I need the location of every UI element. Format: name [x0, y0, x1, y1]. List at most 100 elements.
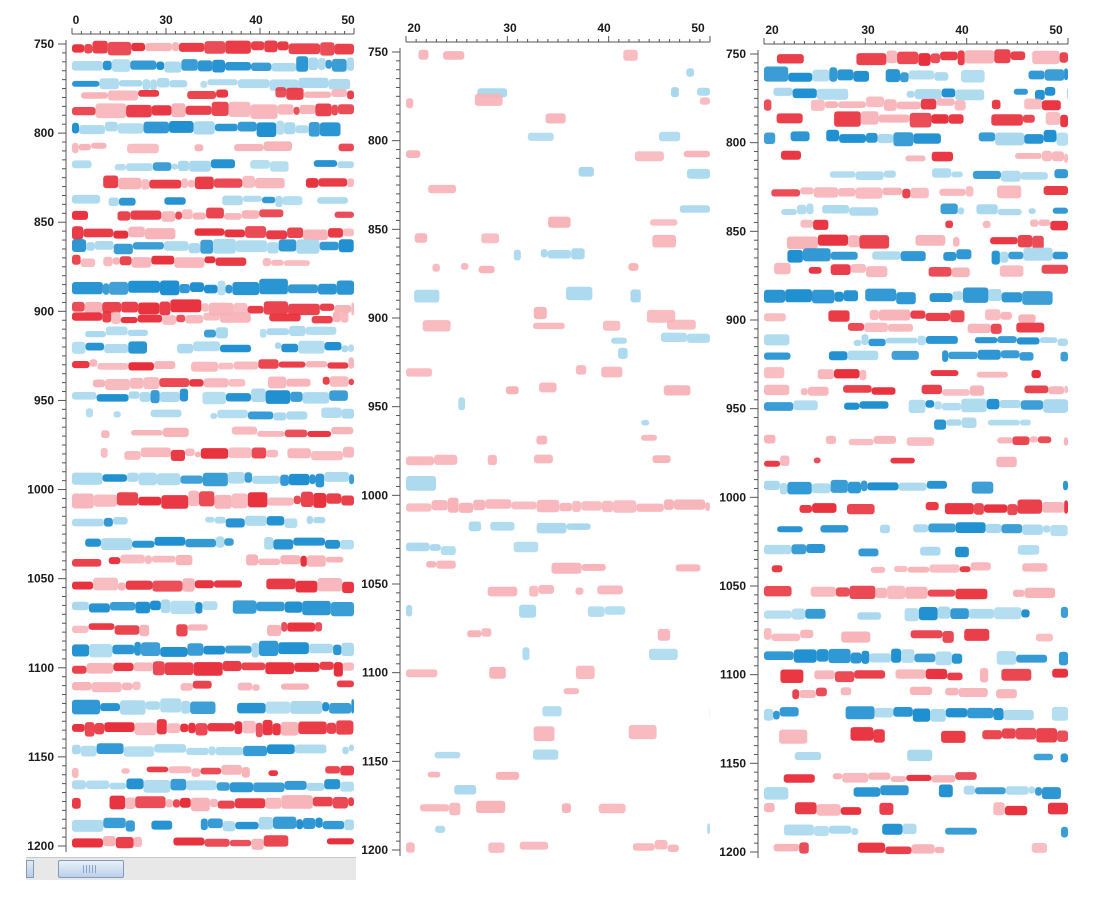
reflector-segment	[102, 283, 110, 295]
reflector-segment	[266, 516, 285, 526]
reflector-segment	[225, 518, 245, 528]
y-tick-label: 1200	[27, 839, 54, 853]
reflector-segment	[250, 160, 270, 169]
reflector-segment	[215, 747, 244, 756]
reflector-segment	[481, 233, 500, 244]
reflector-segment	[189, 379, 204, 387]
reflector-segment	[764, 334, 790, 346]
reflector-segment	[850, 264, 866, 273]
reflector-segment	[632, 843, 655, 851]
reflector-segment	[1024, 587, 1056, 598]
reflector-segment	[170, 600, 196, 614]
reflector-segment	[277, 104, 294, 115]
reflector-segment	[243, 745, 267, 757]
reflector-segment	[174, 257, 205, 268]
reflector-segment	[887, 323, 913, 332]
reflector-segment	[200, 80, 208, 88]
reflector-segment	[1064, 500, 1068, 514]
reflector-segment	[72, 282, 103, 295]
reflector-segment	[866, 96, 884, 108]
reflector-segment	[513, 541, 539, 553]
reflector-segment	[925, 400, 935, 408]
reflector-segment	[199, 491, 215, 507]
reflector-segment	[420, 804, 450, 812]
reflector-segment	[533, 322, 565, 330]
reflector-segment	[341, 642, 354, 656]
reflector-segment	[118, 177, 142, 190]
reflector-segment	[150, 79, 157, 91]
reflector-segment	[948, 114, 964, 124]
reflector-segment	[171, 103, 186, 118]
reflector-segment	[432, 263, 440, 272]
reflector-segment	[519, 604, 537, 618]
reflector-segment	[884, 99, 897, 111]
reflector-segment	[306, 782, 325, 791]
reflector-segment	[102, 474, 127, 482]
reflector-segment	[1000, 311, 1012, 320]
reflector-segment	[135, 796, 166, 809]
reflector-segment	[848, 438, 874, 446]
reflector-segment	[1001, 292, 1023, 303]
reflector-segment	[179, 284, 190, 294]
scrollbar-thumb[interactable]	[58, 860, 124, 878]
reflector-segment	[322, 702, 330, 712]
reflector-segment	[1020, 172, 1048, 180]
reflector-segment	[930, 53, 941, 64]
scroll-left-button[interactable]	[26, 860, 34, 878]
reflector-segment	[810, 99, 825, 111]
reflector-segment	[353, 722, 354, 732]
reflector-segment	[909, 112, 932, 128]
reflector-segment	[845, 706, 875, 720]
reflector-segment	[204, 284, 218, 294]
reflector-segment	[92, 379, 106, 388]
reflector-segment	[72, 797, 81, 809]
y-tick-label: 1100	[362, 666, 388, 680]
reflector-segment	[542, 706, 562, 717]
reflector-segment	[251, 838, 264, 850]
reflector-segment	[879, 802, 894, 815]
reflector-segment	[533, 306, 547, 320]
horizontal-scrollbar[interactable]	[26, 857, 356, 880]
reflector-segment	[324, 342, 342, 351]
reflector-segment	[72, 744, 81, 755]
reflector-segment	[169, 121, 194, 133]
reflector-segment	[289, 325, 306, 336]
reflector-segment	[203, 312, 220, 321]
reflector-segment	[406, 476, 436, 491]
reflector-segment	[281, 621, 288, 632]
reflector-segment	[194, 176, 214, 190]
reflector-segment	[976, 204, 998, 215]
reflector-segment	[250, 104, 278, 119]
reflector-segment	[913, 133, 941, 144]
reflector-segment	[172, 42, 179, 52]
reflector-segment	[959, 566, 971, 573]
reflector-segment	[113, 411, 121, 418]
reflector-segment	[872, 251, 901, 260]
reflector-segment	[967, 323, 991, 334]
reflector-segment	[559, 502, 573, 512]
reflector-segment	[950, 608, 969, 619]
reflector-segment	[113, 243, 133, 255]
reflector-segment	[332, 58, 347, 72]
reflector-segment	[228, 379, 246, 387]
reflector-segment	[131, 42, 146, 52]
reflector-segment	[776, 113, 803, 124]
reflector-segment	[308, 122, 320, 137]
reflector-segment	[91, 142, 107, 149]
reflector-segment	[223, 213, 242, 220]
y-tick-label: 750	[726, 47, 746, 61]
reflector-segment	[97, 363, 129, 370]
reflector-segment	[286, 411, 308, 420]
reflector-segment	[951, 653, 963, 664]
reflector-segment	[308, 643, 333, 654]
reflector-segment	[936, 98, 955, 106]
reflector-segment	[225, 62, 251, 71]
reflector-segment	[792, 608, 806, 620]
reflector-segment	[667, 844, 679, 852]
reflector-segment	[299, 104, 316, 115]
reflector-segment	[843, 290, 858, 302]
reflector-segment	[779, 483, 788, 495]
reflector-segment	[86, 780, 110, 789]
reflector-segment	[885, 337, 918, 344]
reflector-segment	[93, 494, 117, 507]
